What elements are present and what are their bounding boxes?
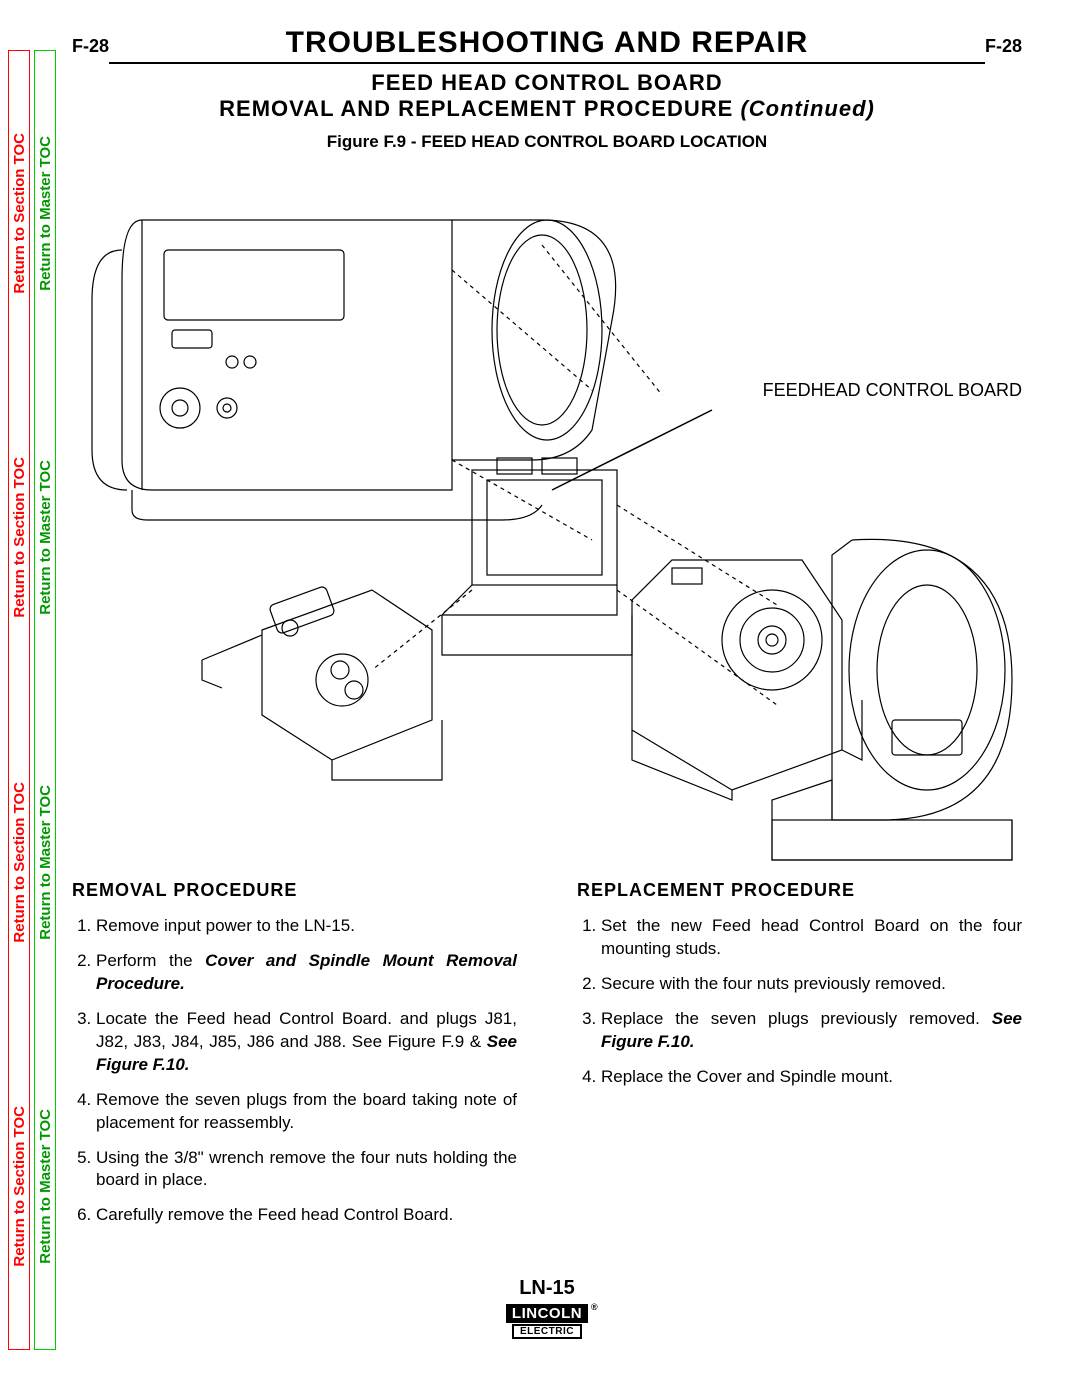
page: F-28 TROUBLESHOOTING AND REPAIR F-28 FEE… [72,26,1022,1329]
replacement-step: Secure with the four nuts previously rem… [601,973,1022,996]
toc-link-section-4[interactable]: Return to Section TOC [11,129,28,298]
removal-column: REMOVAL PROCEDURE Remove input power to … [72,880,517,1239]
page-number-left: F-28 [72,36,109,57]
main-title-wrap: TROUBLESHOOTING AND REPAIR [109,26,985,64]
toc-link-master-2[interactable]: Return to Master TOC [37,781,54,944]
figure-callout-label: FEEDHEAD CONTROL BOARD [763,380,1022,401]
removal-step: Remove the seven plugs from the board ta… [96,1089,517,1135]
removal-step: Perform the Cover and Spindle Mount Remo… [96,950,517,996]
removal-step: Using the 3/8" wrench remove the four nu… [96,1147,517,1193]
subtitle-2-suffix: (Continued) [740,96,874,121]
subtitle-1: FEED HEAD CONTROL BOARD [72,70,1022,96]
removal-step: Locate the Feed head Control Board. and … [96,1008,517,1077]
toc-bar-master: Return to Master TOC Return to Master TO… [34,50,56,1350]
toc-link-master-1[interactable]: Return to Master TOC [37,1105,54,1268]
figure-f9: FEEDHEAD CONTROL BOARD [72,160,1022,880]
header-row: F-28 TROUBLESHOOTING AND REPAIR F-28 [72,26,1022,64]
toc-link-master-4[interactable]: Return to Master TOC [37,132,54,295]
removal-step: Carefully remove the Feed head Control B… [96,1204,517,1227]
logo-bottom: ELECTRIC [512,1324,582,1339]
toc-link-section-1[interactable]: Return to Section TOC [11,1102,28,1271]
replacement-step: Set the new Feed head Control Board on t… [601,915,1022,961]
figure-f9-lineart [72,160,1022,880]
registered-icon: ® [591,1302,598,1312]
main-title: TROUBLESHOOTING AND REPAIR [109,26,985,64]
replacement-column: REPLACEMENT PROCEDURE Set the new Feed h… [577,880,1022,1239]
figure-caption: Figure F.9 - FEED HEAD CONTROL BOARD LOC… [72,132,1022,152]
logo-top: LINCOLN ® [506,1304,588,1323]
footer: LN-15 LINCOLN ® ELECTRIC [72,1277,1022,1339]
replacement-steps: Set the new Feed head Control Board on t… [577,915,1022,1089]
subtitle-2-prefix: REMOVAL AND REPLACEMENT PROCEDURE [219,96,733,121]
lincoln-logo: LINCOLN ® ELECTRIC [506,1304,588,1339]
toc-sidebar: Return to Section TOC Return to Section … [8,50,56,1350]
procedure-columns: REMOVAL PROCEDURE Remove input power to … [72,880,1022,1239]
removal-steps: Remove input power to the LN-15. Perform… [72,915,517,1227]
toc-link-section-2[interactable]: Return to Section TOC [11,778,28,947]
replacement-step: Replace the seven plugs previously remov… [601,1008,1022,1054]
page-number-right: F-28 [985,36,1022,57]
toc-link-master-3[interactable]: Return to Master TOC [37,456,54,619]
footer-model: LN-15 [72,1277,1022,1300]
toc-link-section-3[interactable]: Return to Section TOC [11,453,28,622]
removal-step: Remove input power to the LN-15. [96,915,517,938]
replacement-title: REPLACEMENT PROCEDURE [577,880,1022,901]
subtitle-2: REMOVAL AND REPLACEMENT PROCEDURE (Conti… [72,96,1022,122]
removal-title: REMOVAL PROCEDURE [72,880,517,901]
toc-bar-section: Return to Section TOC Return to Section … [8,50,30,1350]
replacement-step: Replace the Cover and Spindle mount. [601,1066,1022,1089]
